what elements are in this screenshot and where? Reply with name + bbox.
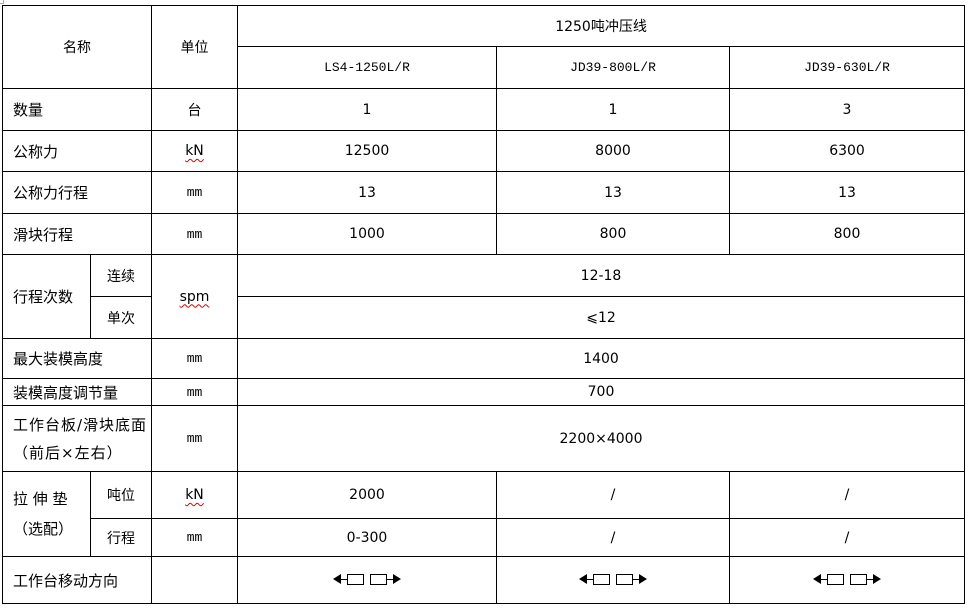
- page-corner-mark: [0, 0, 4, 4]
- row-label: 最大装模高度: [2, 338, 152, 379]
- cell: 0-300: [237, 518, 497, 557]
- cell: 13: [728, 171, 966, 214]
- row-label: 公称力: [2, 130, 152, 172]
- header-name: 名称: [2, 5, 152, 89]
- bidirectional-arrow-icon: [579, 573, 647, 585]
- cell: /: [496, 518, 730, 557]
- bidirectional-arrow-icon: [333, 573, 401, 585]
- sub-label: 行程: [90, 518, 152, 557]
- model-3: JD39-630L/R: [728, 46, 966, 89]
- unit: mm: [151, 378, 238, 406]
- cell: 800: [496, 213, 730, 255]
- sub-label: 单次: [90, 296, 152, 339]
- unit: mm: [151, 338, 238, 379]
- row-label: 工作台板/滑块底面（前后×左右）: [2, 405, 152, 472]
- cell: 700: [236, 378, 966, 406]
- cell: 1000: [237, 213, 497, 255]
- header-group: 1250吨冲压线: [236, 5, 966, 47]
- row-label: 装模高度调节量: [2, 378, 152, 406]
- row-label: 公称力行程: [2, 171, 152, 214]
- unit: kN: [185, 143, 204, 159]
- cell: 800: [728, 213, 966, 255]
- cell: 6300: [728, 130, 966, 172]
- row-label: 行程次数: [2, 254, 91, 339]
- unit: mm: [151, 171, 238, 214]
- cell: 12500: [237, 130, 497, 172]
- cell: 2000: [237, 471, 497, 519]
- row-label: 数量: [2, 88, 152, 131]
- cell: /: [728, 518, 966, 557]
- cell: 2200×4000: [236, 405, 966, 472]
- model-2: JD39-800L/R: [496, 46, 730, 89]
- row-label: 工作台移动方向: [2, 556, 152, 604]
- cell: 3: [728, 88, 966, 131]
- row-label: 滑块行程: [2, 213, 152, 255]
- cell: 8000: [496, 130, 730, 172]
- sub-label: 连续: [90, 254, 152, 297]
- row-label: 拉 伸 垫（选配）: [2, 471, 91, 557]
- cell: /: [496, 471, 730, 519]
- sub-label: 吨位: [90, 471, 152, 519]
- unit: spm: [179, 288, 210, 305]
- cell: 1400: [236, 338, 966, 379]
- unit: kN: [185, 487, 204, 503]
- header-unit: 单位: [151, 5, 238, 89]
- unit: 台: [151, 88, 238, 131]
- spec-table: 名称 单位 1250吨冲压线 LS4-1250L/R JD39-800L/R JD39-…: [2, 5, 966, 604]
- unit: mm: [151, 213, 238, 255]
- bidirectional-arrow-icon: [813, 573, 881, 585]
- cell: 12-18: [236, 254, 966, 297]
- cell: 13: [237, 171, 497, 214]
- model-1: LS4-1250L/R: [237, 46, 497, 89]
- unit: mm: [151, 518, 238, 557]
- cell: 1: [496, 88, 730, 131]
- cell: 1: [237, 88, 497, 131]
- unit: mm: [151, 405, 238, 472]
- cell: ⩽12: [236, 296, 966, 339]
- cell: 13: [496, 171, 730, 214]
- cell: /: [728, 471, 966, 519]
